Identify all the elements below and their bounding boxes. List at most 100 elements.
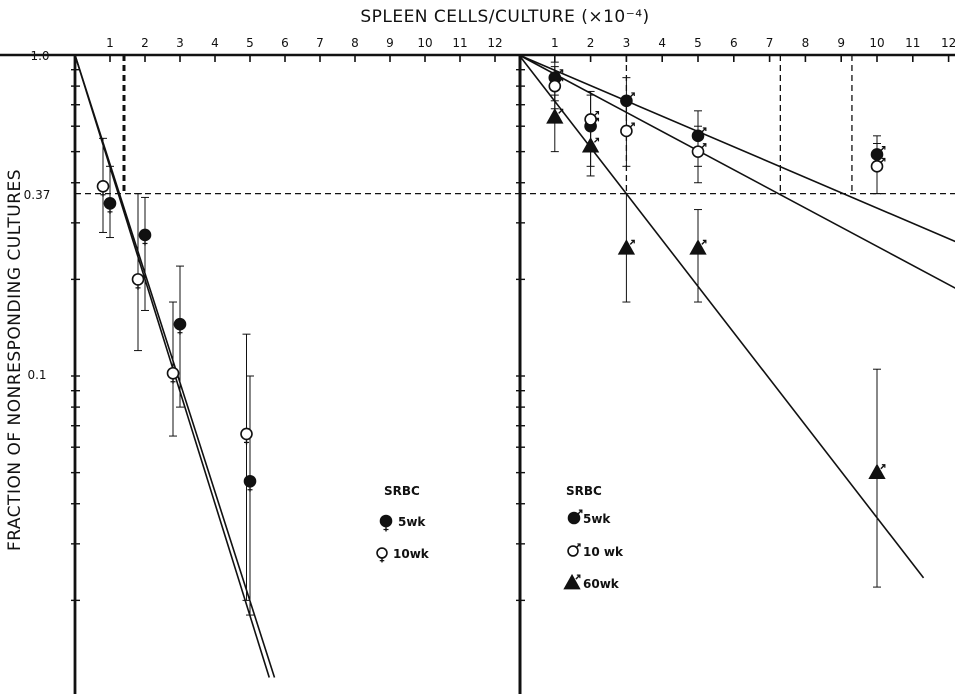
point-panel2-60wk-2-triangle — [617, 239, 636, 255]
point-panel2-60wk-1-triangle — [581, 137, 600, 153]
point-panel2-60wk-4-male-arrow — [881, 464, 886, 468]
point-panel2-60wk-0 — [546, 108, 564, 124]
legend-left-marker-10wk — [376, 547, 388, 563]
legends: SRBC 5wk 10wk SRBC 5wk 10 wk 60wk — [376, 484, 624, 591]
x-tick-label-panel1-6: 6 — [281, 36, 289, 50]
point-panel2-5wk-4-male-arrow — [881, 145, 886, 150]
legend-left-label-10wk: 10wk — [393, 547, 430, 561]
fit-line-panel2-5wk — [518, 54, 955, 243]
x-tick-label-panel1-1: 1 — [106, 36, 114, 50]
point-panel2-60wk-4-triangle — [868, 463, 886, 479]
reference-lines — [75, 55, 955, 195]
fit-line-panel2-10wk — [518, 54, 955, 289]
point-panel2-60wk-2-male-arrow — [631, 239, 635, 244]
point-panel2-10wk-4 — [870, 157, 886, 173]
y-tick-label-1: 1.0 — [30, 49, 49, 63]
point-panel2-10wk-0-male-sign — [558, 77, 564, 83]
error-bars — [99, 61, 881, 616]
legend-right-marker-60wk — [563, 573, 581, 590]
point-panel2-10wk-4-male-arrow — [881, 157, 886, 162]
point-panel2-60wk-2 — [617, 239, 636, 255]
legend-right-10wk-male-arrow — [577, 543, 581, 547]
x-tick-label-panel2-7: 7 — [766, 36, 774, 50]
point-panel2-60wk-0-male-arrow — [559, 108, 564, 113]
point-panel1-10wk-2-circle — [166, 366, 180, 380]
point-panel2-10wk-0-male-arrow — [559, 77, 564, 82]
point-panel1-5wk-3 — [243, 474, 257, 492]
x-tick-label-panel2-1: 1 — [551, 36, 559, 50]
point-panel2-10wk-4-circle — [870, 160, 884, 173]
point-panel2-60wk-4 — [868, 463, 886, 479]
x-tick-label-panel1-9: 9 — [386, 36, 394, 50]
x-tick-label-panel2-6: 6 — [730, 36, 738, 50]
x-tick-label-panel2-9: 9 — [837, 36, 845, 50]
point-panel1-10wk-1-circle — [131, 273, 145, 286]
fit-line-panel1-5wk — [74, 54, 276, 678]
point-panel2-5wk-2-circle — [620, 94, 633, 108]
point-panel2-5wk-3-male-sign — [701, 127, 707, 133]
y-axis-label: FRACTION OF NONRESPONDING CULTURES — [5, 169, 25, 551]
point-panel2-5wk-2-male-sign — [629, 92, 635, 98]
point-panel2-60wk-1 — [581, 137, 600, 153]
legend-right-5wk-circle — [567, 511, 581, 525]
point-panel1-5wk-0 — [103, 197, 117, 214]
point-panel1-5wk-3-circle — [243, 474, 257, 488]
x-tick-label-panel2-4: 4 — [658, 36, 666, 50]
point-panel2-10wk-0-circle — [548, 79, 562, 93]
point-panel2-10wk-0 — [548, 77, 564, 93]
axes: 1 2 3 4 5 6 7 8 9 10 11 12 1 2 3 4 5 6 7 8 9 10 11 12 — [0, 36, 955, 694]
legend-left-10wk-circle — [376, 547, 388, 559]
point-panel1-5wk-1 — [138, 228, 152, 246]
point-panel2-60wk-1-male-arrow — [595, 137, 600, 142]
legend-left-5wk-circle — [379, 514, 393, 528]
legend-right-5wk-male-arrow — [578, 509, 583, 514]
x-tick-label-panel2-11: 11 — [905, 36, 920, 50]
legend-right-10wk-circle — [567, 545, 579, 557]
legend-left: SRBC 5wk 10wk — [384, 484, 430, 561]
point-panel2-5wk-3-circle — [691, 129, 705, 143]
legend-left-title: SRBC — [384, 484, 420, 498]
x-tick-label-panel2-12: 12 — [941, 36, 955, 50]
point-panel2-60wk-4-male-sign — [880, 464, 886, 470]
legend-right-marker-10wk — [567, 543, 581, 557]
point-panel2-60wk-3-triangle — [689, 239, 707, 255]
point-panel1-5wk-2 — [173, 317, 187, 335]
point-panel2-5wk-2 — [620, 92, 635, 108]
point-panel2-10wk-1-male-sign — [593, 111, 599, 117]
legend-right-title: SRBC — [566, 484, 602, 498]
point-panel2-5wk-4 — [870, 145, 886, 161]
point-panel2-10wk-1 — [584, 110, 600, 126]
point-panel2-10wk-1-male-arrow — [595, 110, 600, 115]
point-panel2-60wk-1-male-sign — [593, 137, 599, 143]
point-panel2-10wk-3-male-arrow — [702, 143, 707, 147]
legend-right-60wk-male-arrow — [576, 574, 581, 579]
point-panel1-5wk-1-circle — [138, 228, 152, 242]
point-panel2-5wk-4-male-sign — [880, 146, 886, 152]
point-panel1-10wk-0-circle — [96, 179, 110, 193]
point-panel2-5wk-4-circle — [870, 148, 884, 161]
point-panel2-5wk-0-male-arrow — [559, 69, 564, 73]
x-tick-label-panel1-11: 11 — [452, 36, 467, 50]
point-panel2-10wk-4-male-sign — [880, 157, 886, 163]
fit-line-panel1-10wk — [74, 54, 271, 678]
point-panel2-60wk-0-male-sign — [558, 108, 564, 114]
point-panel1-5wk-0-circle — [103, 197, 117, 210]
x-tick-label-panel1-3: 3 — [176, 36, 184, 50]
legend-right-60wk-triangle — [563, 573, 581, 590]
x-tick-label-panel2-5: 5 — [694, 36, 702, 50]
point-panel2-10wk-3-male-sign — [701, 143, 707, 149]
chart-title: SPLEEN CELLS/CULTURE (×10⁻⁴) — [360, 7, 649, 27]
point-panel1-10wk-0 — [96, 179, 110, 197]
legend-right-label-60wk: 60wk — [583, 577, 620, 591]
point-panel2-60wk-3-male-arrow — [702, 239, 707, 244]
point-panel2-5wk-2-male-arrow — [631, 92, 635, 96]
legend-right-label-5wk: 5wk — [583, 512, 611, 526]
x-tick-label-panel2-3: 3 — [623, 36, 631, 50]
point-panel1-5wk-2-circle — [173, 317, 187, 331]
x-tick-label-panel1-5: 5 — [246, 36, 254, 50]
y-tick-label-037: 0.37 — [24, 188, 51, 202]
chart-text: SPLEEN CELLS/CULTURE (×10⁻⁴) FRACTION OF… — [5, 7, 649, 551]
point-panel1-10wk-3-circle — [240, 427, 253, 441]
point-panel1-10wk-1 — [131, 273, 145, 290]
point-panel2-10wk-1-circle — [584, 113, 597, 126]
